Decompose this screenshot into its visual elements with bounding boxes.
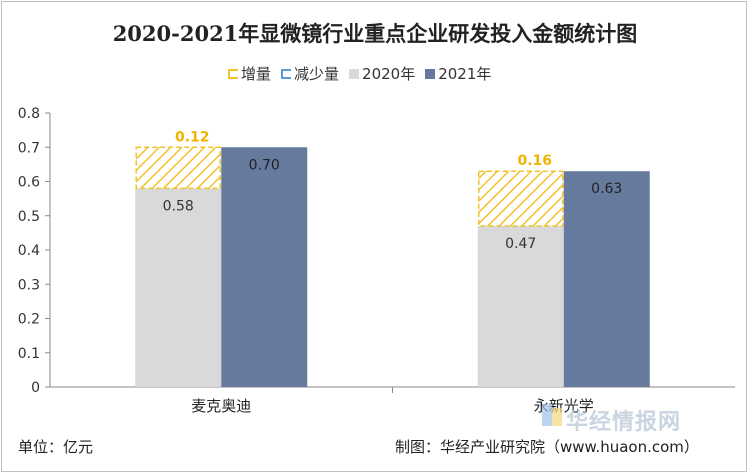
legend-swatch-2021	[425, 68, 436, 79]
bar-2021	[563, 171, 650, 387]
legend-label-2021: 2021年	[438, 65, 492, 83]
y-tick-label: 0.3	[18, 277, 40, 293]
legend-item-increase: 增量	[228, 63, 271, 84]
legend-item-2021: 2021年	[425, 63, 491, 84]
legend-swatch-increase	[228, 68, 238, 79]
bar-2021	[221, 147, 308, 387]
bar-2020	[135, 188, 222, 387]
legend-label-increase: 增量	[241, 65, 272, 83]
bar-2020	[477, 226, 564, 387]
legend-swatch-decrease	[281, 68, 292, 79]
source-note: 制图：华经产业研究院（www.huaon.com）	[395, 438, 699, 456]
unit-note: 单位：亿元	[18, 438, 94, 456]
watermark-logo-icon	[540, 400, 566, 430]
y-tick-label: 0.4	[18, 243, 40, 259]
chart-title: 2020-2021年显微镜行业重点企业研发投入金额统计图	[112, 21, 638, 46]
data-label-2021: 0.70	[249, 157, 280, 173]
watermark-text: 华经情报网	[566, 410, 682, 435]
data-label-increase: 0.12	[175, 129, 210, 145]
bar-increase	[478, 170, 564, 227]
x-category-label: 麦克奥迪	[191, 397, 251, 415]
legend-label-decrease: 减少量	[294, 65, 340, 83]
y-tick-label: 0.1	[18, 346, 40, 362]
y-tick-label: 0.2	[18, 312, 40, 328]
bar-increase	[135, 146, 221, 190]
data-label-increase: 0.16	[517, 153, 552, 169]
data-label-2021: 0.63	[591, 181, 622, 197]
legend-swatch-2020	[349, 68, 360, 79]
data-label-2020: 0.58	[163, 198, 194, 214]
legend-label-2020: 2020年	[362, 65, 416, 83]
y-tick-label: 0.6	[18, 175, 40, 191]
legend-item-2020: 2020年	[349, 63, 415, 84]
y-tick-label: 0.8	[18, 106, 40, 122]
y-tick-label: 0	[31, 380, 40, 396]
y-tick-label: 0.7	[18, 140, 40, 156]
chart-legend: 增量 减少量 2020年 2021年	[228, 63, 491, 84]
data-label-2020: 0.47	[505, 236, 536, 252]
y-tick-label: 0.5	[18, 209, 40, 225]
legend-item-decrease: 减少量	[281, 63, 339, 84]
